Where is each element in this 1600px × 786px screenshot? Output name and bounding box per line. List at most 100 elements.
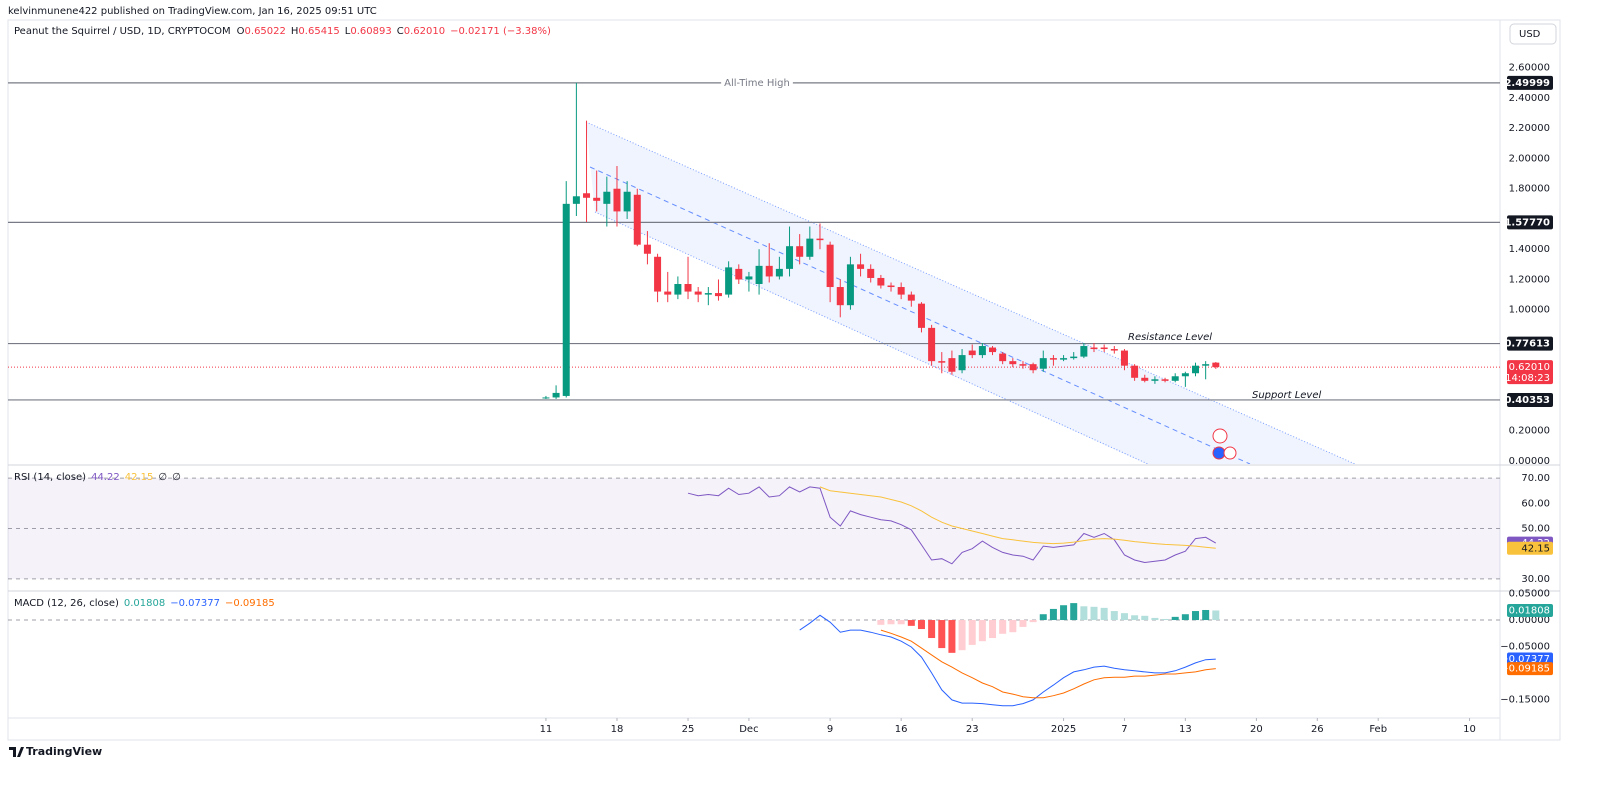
ohlc-key: C — [397, 26, 404, 37]
ohlc-value: 0.62010 — [404, 26, 445, 37]
y-tick-label: 0.05000 — [1509, 589, 1550, 600]
histogram-bar — [948, 620, 956, 653]
candle-body — [978, 346, 986, 356]
histogram-bar — [938, 620, 946, 649]
level-price-label-bg — [1507, 392, 1553, 407]
candle-body — [1060, 358, 1068, 360]
candle-body — [846, 264, 854, 306]
candle-body — [867, 268, 875, 278]
histogram-bar — [1009, 620, 1017, 633]
histogram-bar — [1029, 620, 1037, 623]
y-tick-label: 0.00000 — [1509, 615, 1550, 626]
candle-body — [1110, 349, 1118, 351]
y-tick-label: −0.05000 — [1500, 641, 1550, 652]
candle-body — [714, 293, 722, 297]
y-tick-label: 1.00000 — [1509, 305, 1550, 316]
y-tick-label: −0.15000 — [1500, 694, 1550, 705]
candle-body — [603, 191, 611, 204]
candle-body — [1019, 364, 1027, 366]
candle-body — [948, 358, 956, 372]
histogram-bar — [917, 620, 925, 630]
candle-body — [796, 246, 804, 257]
candle-body — [643, 244, 651, 254]
candle-body — [1100, 347, 1108, 350]
y-tick-label: 60.00 — [1521, 498, 1550, 509]
histogram-bar — [1181, 614, 1189, 621]
histogram-bar — [978, 620, 986, 642]
y-tick-label: 2.40000 — [1509, 93, 1550, 104]
candle-body — [552, 392, 560, 398]
candle-body — [1141, 377, 1149, 381]
candle-body — [1120, 350, 1128, 366]
candle-body — [765, 265, 773, 277]
event-icon[interactable] — [1212, 428, 1228, 444]
indicator-badge-bg — [1507, 541, 1553, 555]
candle-body — [735, 268, 743, 280]
level-name-bg — [721, 76, 793, 89]
support-annotation: Support Level — [1252, 390, 1322, 401]
x-tick-label: 2025 — [1051, 724, 1076, 735]
currency-button[interactable] — [1509, 23, 1557, 45]
histogram-bar — [1060, 605, 1068, 621]
candle-body — [654, 256, 662, 292]
y-tick-label: 0.00000 — [1509, 456, 1550, 467]
candle-body — [877, 277, 885, 286]
x-tick-label: 13 — [1179, 724, 1192, 735]
ohlc-key: L — [345, 26, 351, 37]
indicator-title: RSI (14, close) — [14, 472, 86, 483]
candle-body — [887, 285, 895, 288]
candle-body — [1080, 346, 1088, 357]
candle-body — [836, 287, 844, 306]
y-tick-label: 70.00 — [1521, 473, 1550, 484]
indicator-value: −0.09185 — [225, 598, 275, 609]
histogram-bar — [1019, 620, 1027, 627]
candle-body — [989, 347, 997, 353]
candle-body — [725, 267, 733, 295]
histogram-bar — [1151, 617, 1159, 621]
candle-body — [968, 350, 976, 356]
event-icon[interactable] — [1223, 446, 1237, 460]
indicator-title: MACD (12, 26, close) — [14, 598, 119, 609]
byline: kelvinmunene422 published on TradingView… — [8, 6, 377, 17]
ohlc-key: H — [291, 26, 299, 37]
event-icon[interactable] — [1212, 446, 1226, 460]
histogram-bar — [1192, 611, 1200, 621]
currency-label[interactable]: USD — [1519, 29, 1541, 40]
indicator-line — [819, 486, 1216, 549]
x-tick-label: 9 — [827, 724, 833, 735]
indicator-value: 42.15 — [125, 472, 154, 483]
histogram-bar — [887, 620, 895, 625]
candle-body — [674, 284, 682, 295]
indicator-line — [799, 614, 1216, 707]
y-tick-label: 50.00 — [1521, 524, 1550, 535]
x-tick-label: 7 — [1121, 724, 1127, 735]
ohlc-key: O — [237, 26, 245, 37]
x-tick-label: 18 — [611, 724, 624, 735]
candle-body — [775, 268, 783, 277]
indicator-line — [880, 629, 1216, 699]
indicator-value: 44.22 — [91, 472, 120, 483]
x-tick-label: 23 — [966, 724, 979, 735]
indicator-badge: −0.09185 — [1500, 664, 1550, 675]
level-name: All-Time High — [724, 78, 790, 89]
brand-name: TradingView — [26, 745, 102, 758]
symbol-title: Peanut the Squirrel / USD, 1D, CRYPTOCOM — [14, 26, 231, 37]
x-tick-label: Feb — [1369, 724, 1387, 735]
histogram-bar — [1049, 608, 1057, 621]
indicator-value: ∅ — [158, 472, 167, 483]
indicator-badge: −0.07377 — [1500, 654, 1550, 665]
candle-body — [1161, 379, 1169, 381]
ohlc-value: 0.65022 — [245, 26, 286, 37]
histogram-bar — [1090, 606, 1098, 621]
histogram-bar — [928, 620, 936, 639]
candle-body — [704, 293, 712, 295]
x-tick-label: Dec — [739, 724, 758, 735]
candle-body — [664, 291, 672, 295]
x-tick-label: 16 — [895, 724, 908, 735]
indicator-line — [687, 486, 1217, 565]
candle-body — [907, 294, 915, 301]
candle-body — [1090, 347, 1098, 350]
candle-body — [623, 191, 631, 212]
indicator-badge: 0.01808 — [1509, 605, 1550, 616]
candle-body — [755, 265, 763, 285]
